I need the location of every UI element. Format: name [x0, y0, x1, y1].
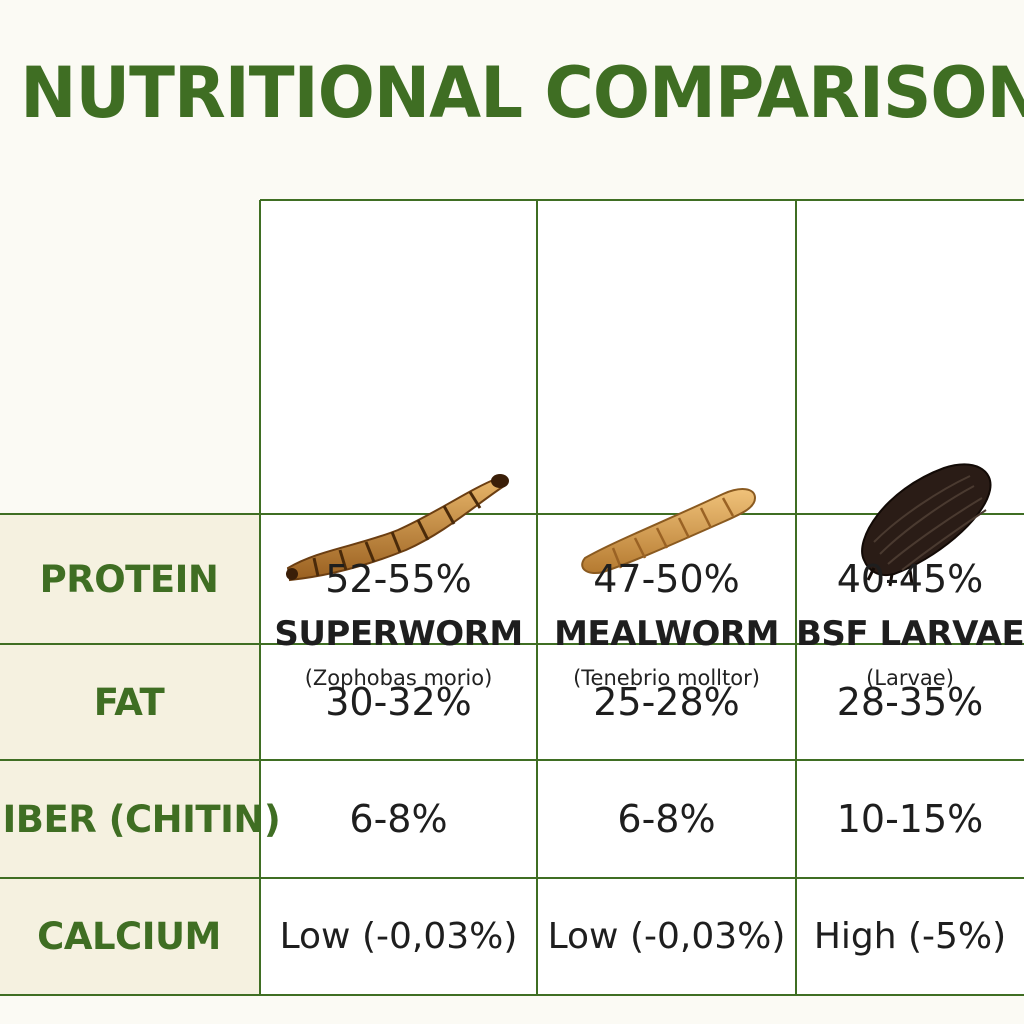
- table-cell: 28-35%: [836, 680, 984, 724]
- table-cell: 47-50%: [593, 557, 740, 601]
- table-cell: Low (-0,03%): [547, 916, 786, 957]
- table-cell: 6-8%: [617, 797, 716, 841]
- column-name: MEALWORM: [554, 614, 779, 654]
- row-label-protein: PROTEIN: [39, 557, 219, 601]
- page-title: NUTRITIONAL COMPARISON: [20, 52, 1024, 134]
- bsf-larva-icon: [861, 463, 992, 587]
- column-scientific-name: (Larvae): [866, 666, 954, 690]
- table-cell: 30-32%: [325, 680, 472, 724]
- table-cell: 6-8%: [349, 797, 448, 841]
- superworm-larva-icon: [286, 474, 509, 582]
- table-cell: 10-15%: [836, 797, 984, 841]
- row-label-background: [0, 514, 260, 995]
- mealworm-larva-icon: [581, 488, 757, 574]
- column-name: SUPERWORM: [274, 614, 523, 654]
- row-label-fat: FAT: [93, 680, 165, 724]
- header-background: [260, 200, 1024, 514]
- table-cell: 40-45%: [836, 557, 984, 601]
- column-name: BSF LARVAE: [796, 614, 1024, 654]
- column-header-mealworm: MEALWORM (Tenebrio molltor): [537, 200, 796, 690]
- row-label-calcium: CALCIUM: [37, 915, 221, 958]
- table-cell: 25-28%: [593, 680, 740, 724]
- row-label-fiber: FIBER (CHITIN): [0, 797, 281, 841]
- table-cell: 52-55%: [325, 557, 472, 601]
- column-header-bsf-larvae: BSF LARVAE (Larvae): [796, 200, 1024, 690]
- value-background: [260, 514, 1024, 995]
- table-cell: High (-5%): [813, 916, 1007, 957]
- column-scientific-name: (Tenebrio molltor): [573, 666, 760, 690]
- column-header-superworm: SUPERWORM (Zophobas morio): [260, 200, 537, 690]
- table-cell: Low (-0,03%): [279, 916, 518, 957]
- column-scientific-name: (Zophobas morio): [304, 666, 493, 690]
